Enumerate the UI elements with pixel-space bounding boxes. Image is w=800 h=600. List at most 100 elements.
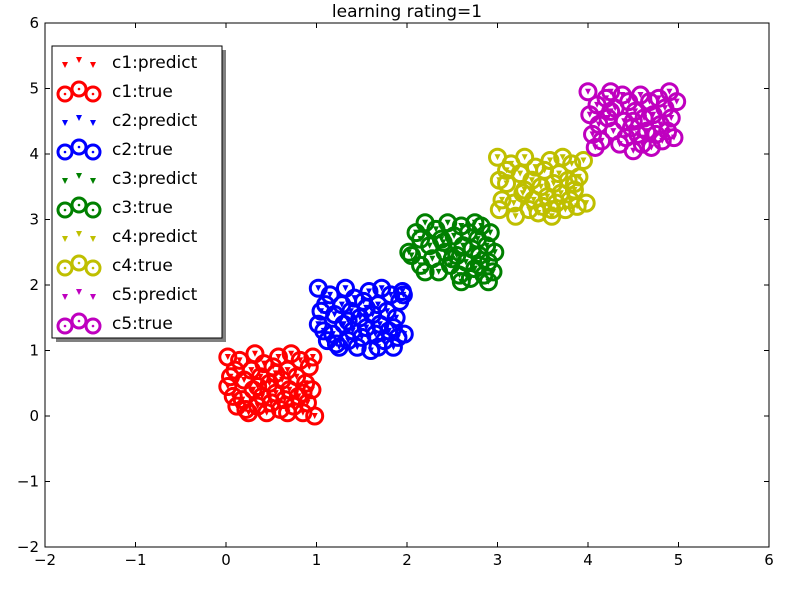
x-tick-label: 6	[764, 551, 774, 569]
legend-marker-triangle	[62, 120, 68, 126]
c5-true-point	[667, 92, 687, 112]
c5-predict-point	[670, 134, 677, 141]
legend-marker-triangle	[90, 178, 96, 184]
legend-marker-circle	[84, 143, 102, 161]
c2-true-point	[326, 334, 346, 354]
c1-predict-point	[286, 386, 293, 393]
c3-predict-point	[458, 223, 465, 230]
c1-true-point	[305, 406, 325, 426]
c3-predict-point	[471, 265, 478, 272]
y-tick-label: 1	[29, 342, 39, 360]
c1-predict-point	[309, 354, 316, 361]
legend-marker-triangle	[76, 289, 82, 295]
c3-predict-point	[449, 255, 456, 262]
c5-predict-point	[598, 137, 605, 144]
c1-predict-point	[284, 367, 291, 374]
c5-predict-point	[648, 144, 655, 151]
c4-predict-point	[499, 196, 506, 203]
legend-label: c4:true	[112, 256, 173, 276]
c4-true-point	[555, 200, 575, 220]
c1-predict-point	[272, 370, 279, 377]
c3-predict-point	[458, 278, 465, 285]
c1-predict-point	[311, 413, 318, 419]
c2-predict-point	[338, 301, 345, 308]
c2-predict-point	[333, 340, 340, 347]
legend-marker-circle	[70, 312, 88, 330]
c3-predict-point	[440, 239, 447, 246]
c1-predict-point	[295, 393, 302, 400]
legend-marker-triangle	[90, 120, 96, 126]
c2-predict-point	[356, 314, 363, 321]
c3-true-point	[480, 223, 500, 243]
legend-marker-triangle	[76, 231, 82, 237]
legend-label: c2:predict	[112, 111, 198, 131]
c5-predict-point	[610, 128, 617, 135]
c4-predict-point	[503, 167, 510, 174]
c1-predict-point	[257, 373, 264, 380]
c2-predict-point	[399, 288, 406, 295]
c4-predict-point	[559, 154, 566, 161]
c2-true-point	[347, 337, 367, 357]
c2-predict-point	[385, 327, 392, 334]
c3-true-point	[399, 242, 419, 262]
legend-label: c4:predict	[112, 227, 198, 247]
c1-predict-point	[299, 390, 306, 397]
c3-true-point	[485, 242, 505, 262]
c2-true-point	[368, 337, 388, 357]
c1-true-point	[266, 363, 286, 383]
c1-predict-point	[284, 409, 291, 416]
c2-predict-point	[384, 308, 391, 315]
c1-predict-point	[266, 380, 273, 387]
c4-true-point	[519, 200, 539, 220]
c3-true-point	[469, 255, 489, 275]
c4-true-point	[515, 147, 535, 167]
legend-marker-triangle	[90, 294, 96, 300]
c2-true-point	[352, 327, 372, 347]
c5-predict-point	[607, 88, 614, 95]
c4-predict-point	[530, 196, 537, 203]
c2-predict-point	[340, 321, 347, 328]
c3-predict-point	[451, 232, 458, 239]
c2-true-point	[316, 295, 336, 315]
c4-true-point	[542, 200, 562, 220]
c4-predict-point	[512, 213, 519, 220]
legend-marker-dot	[91, 92, 95, 96]
c2-predict-point	[393, 314, 400, 321]
c2-predict-point	[315, 285, 322, 292]
c2-predict-point	[378, 285, 385, 292]
y-tick-label: 5	[29, 80, 39, 98]
c3-predict-point	[491, 249, 498, 256]
c3-predict-point	[435, 268, 442, 275]
legend-marker-circle	[56, 317, 74, 335]
c1-predict-point	[239, 396, 246, 403]
c4-true-point	[540, 151, 560, 171]
c3-predict-point	[432, 226, 439, 233]
c1-true-point	[278, 403, 298, 423]
legend-marker-dot	[77, 319, 81, 323]
x-tick-label: −1	[124, 551, 146, 569]
c1-predict-point	[224, 354, 231, 361]
legend-marker-triangle	[76, 115, 82, 121]
legend-marker-circle	[56, 201, 74, 219]
c4-predict-point	[571, 180, 578, 187]
c3-true-point	[460, 268, 480, 288]
c5-predict-point	[630, 118, 637, 125]
c2-predict-point	[387, 291, 394, 298]
c3-predict-point	[422, 268, 429, 275]
c2-true-point	[393, 285, 413, 305]
c4-predict-point	[521, 154, 528, 161]
c1-true-point	[299, 357, 319, 377]
legend-marker-dot	[63, 266, 67, 270]
legend-label: c1:true	[112, 82, 173, 102]
c3-true-point	[465, 213, 485, 233]
c1-true-point	[225, 360, 245, 380]
c5-predict-point	[637, 92, 644, 99]
c1-predict-point	[293, 373, 300, 380]
c3-predict-point	[489, 268, 496, 275]
y-tick-label: 3	[29, 211, 39, 229]
c5-true-point	[578, 82, 598, 102]
c2-predict-point	[363, 304, 370, 311]
c4-true-point	[573, 151, 593, 171]
c4-predict-point	[537, 183, 544, 190]
c2-predict-point	[345, 318, 352, 325]
